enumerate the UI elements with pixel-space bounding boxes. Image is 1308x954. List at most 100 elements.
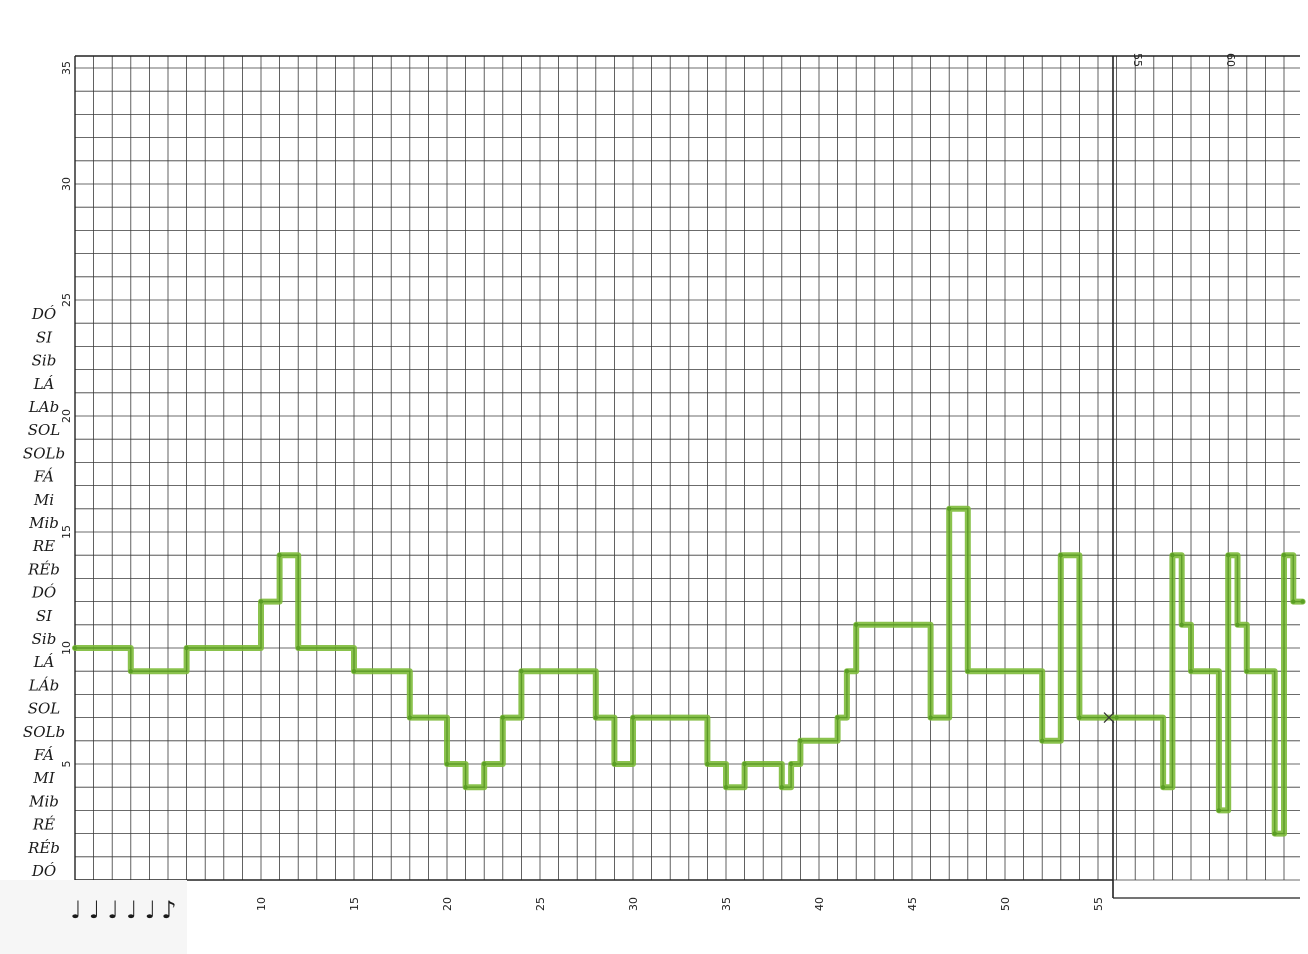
step-point: [612, 761, 617, 767]
note-label: DÓ: [31, 584, 56, 602]
x-tick-labels: 510152025303540455055: [162, 897, 1105, 911]
rhythm-mark: ♩: [145, 896, 156, 924]
step-point: [630, 715, 636, 720]
y-tick-label: 35: [60, 61, 73, 75]
rhythm-strip: [0, 880, 187, 954]
note-label: LÁb: [28, 676, 59, 694]
note-label: FÁ: [33, 468, 54, 486]
note-label: Sib: [32, 352, 57, 370]
note-label: SI: [36, 328, 53, 346]
grid-minor: [74, 56, 1300, 881]
step-point: [1114, 715, 1119, 720]
y-tick-label: 25: [60, 293, 73, 307]
step-point: [947, 506, 952, 511]
note-label: Mib: [28, 514, 59, 532]
rhythm-mark: ♪: [161, 896, 176, 924]
step-point: [128, 669, 133, 674]
step-point: [519, 669, 524, 674]
rhythm-mark: ♩: [108, 896, 119, 924]
step-point: [296, 645, 301, 651]
x-tick-label: 15: [348, 897, 361, 911]
step-point: [1077, 715, 1082, 720]
rhythm-mark: ♩: [89, 896, 100, 924]
step-point: [854, 622, 859, 627]
note-label: Mib: [28, 792, 59, 810]
rhythm-marks: ♩ ♩ ♩ ♩ ♩ ♪: [0, 880, 187, 954]
step-point: [965, 669, 970, 674]
note-label: SOLb: [23, 723, 65, 741]
note-label: RÉb: [27, 839, 60, 857]
x-tick-label: 45: [906, 897, 919, 911]
step-point: [500, 715, 505, 720]
rhythm-mark: ♩: [126, 896, 137, 924]
note-label: RE: [32, 537, 55, 555]
rhythm-mark: ♩: [70, 896, 81, 924]
step-point: [72, 645, 78, 651]
step-point: [407, 715, 412, 720]
step-point: [798, 738, 803, 743]
series-layer: [72, 505, 1306, 837]
step-point: [1272, 831, 1277, 836]
note-label: RÉ: [32, 816, 55, 834]
step-point: [928, 715, 933, 720]
note-label: SOL: [28, 421, 61, 439]
note-label: LAb: [28, 398, 59, 416]
note-label: DÓ: [31, 862, 56, 880]
step-point: [1216, 808, 1222, 813]
note-label: SOLb: [23, 444, 65, 462]
continuation-tick-labels: 55 60: [1131, 53, 1237, 67]
step-point: [1281, 553, 1287, 558]
step-point: [258, 599, 264, 604]
step-point: [1160, 785, 1166, 790]
step-point: [482, 761, 487, 767]
step-point: [1170, 553, 1175, 558]
x-tick-label: 35: [720, 897, 733, 911]
continuation-tick-label: 60: [1224, 53, 1237, 67]
join-cross-mark: [1103, 712, 1115, 724]
step-point: [444, 761, 450, 767]
x-tick-label: 20: [441, 897, 454, 911]
y-tick-label: 15: [60, 525, 73, 539]
step-point: [1040, 738, 1045, 743]
x-tick-label: 25: [534, 897, 547, 911]
step-point: [1291, 599, 1296, 604]
note-label: LÁ: [33, 375, 55, 393]
step-point: [705, 761, 710, 767]
step-point: [779, 785, 784, 790]
y-tick-labels: 5 10 15 20 25 30 35: [60, 61, 73, 768]
step-point: [1235, 622, 1240, 627]
note-label: SI: [36, 607, 53, 625]
note-label: DÓ: [31, 305, 56, 323]
note-label: SOL: [28, 700, 61, 718]
step-point: [184, 645, 189, 651]
grid-major: [74, 55, 1300, 899]
x-tick-label: 50: [999, 897, 1012, 911]
step-point: [788, 761, 794, 767]
note-label: RÉb: [27, 560, 60, 578]
step-point: [351, 669, 357, 674]
step-point: [593, 715, 598, 720]
y-tick-label: 10: [60, 641, 73, 655]
step-point: [1244, 669, 1250, 674]
step-point: [742, 761, 747, 767]
step-point: [1179, 622, 1184, 627]
step-point: [277, 553, 282, 558]
note-label: MI: [32, 769, 55, 787]
note-label: LÁ: [33, 653, 55, 671]
step-point: [1226, 553, 1231, 558]
y-tick-label: 30: [60, 177, 73, 191]
note-label: Mi: [33, 491, 54, 509]
y-tick-label: 20: [60, 409, 73, 423]
step-point: [723, 785, 729, 790]
note-label: FÁ: [33, 746, 54, 764]
x-tick-label: 10: [255, 897, 268, 911]
step-point: [1300, 599, 1305, 604]
step-point: [1058, 553, 1064, 558]
x-tick-label: 55: [1092, 897, 1105, 911]
step-point: [844, 669, 850, 674]
step-point: [835, 715, 840, 720]
note-label: Sib: [32, 630, 57, 648]
x-tick-label: 30: [627, 897, 640, 911]
step-point: [1188, 669, 1194, 674]
